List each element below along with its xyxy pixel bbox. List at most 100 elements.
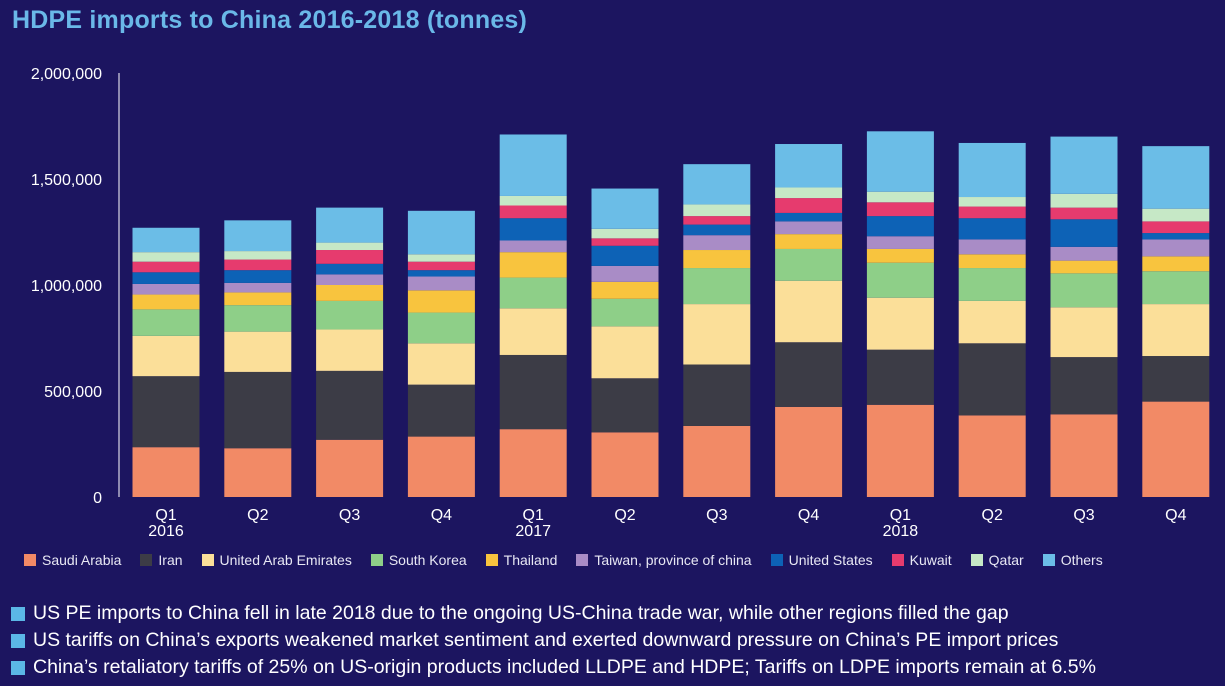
bar-segment	[1142, 146, 1210, 209]
bar-segment	[499, 308, 567, 355]
legend-swatch	[770, 554, 783, 566]
bar-segment	[316, 242, 384, 251]
bar-segment	[591, 432, 659, 497]
bar-segment	[775, 406, 843, 497]
y-tick-label: 0	[93, 490, 102, 507]
legend-swatch	[370, 554, 383, 566]
bar-segment	[591, 281, 659, 299]
bar-segment	[591, 228, 659, 239]
x-tick-label: Q3	[1073, 507, 1094, 524]
bullet-text: China’s retaliatory tariffs of 25% on US…	[33, 656, 1096, 678]
bar-segment	[958, 142, 1026, 198]
bar-segment	[1050, 260, 1118, 274]
bar-segment	[407, 276, 475, 291]
x-tick-label: Q2	[982, 507, 1003, 524]
bar-segment	[866, 404, 934, 497]
legend-item: United Arab Emirates	[201, 552, 352, 568]
legend-swatch	[576, 554, 589, 566]
legend-item: Others	[1042, 552, 1103, 568]
bar-segment	[407, 261, 475, 271]
x-tick-label: 2016	[148, 523, 184, 540]
stacked-bar-chart: 0500,0001,000,0001,500,0002,000,000Q1201…	[31, 66, 1210, 540]
legend-item: South Korea	[370, 552, 467, 568]
bar-segment	[316, 300, 384, 330]
legend-label: Kuwait	[909, 552, 952, 568]
bar-segment	[866, 262, 934, 298]
bar-segment	[1142, 356, 1210, 402]
bar-segment	[775, 198, 843, 213]
legend-swatch	[891, 554, 904, 566]
bar-segment	[866, 191, 934, 203]
x-tick-label: Q4	[1165, 507, 1186, 524]
chart-legend: Saudi Arabia Iran United Arab Emirates Sout…	[24, 552, 1122, 568]
legend-item: Taiwan, province of china	[576, 552, 752, 568]
legend-item: Thailand	[485, 552, 557, 568]
bar-segment	[958, 197, 1026, 207]
bar-segment	[683, 425, 751, 497]
bar-segment	[499, 429, 567, 497]
legend-item: Saudi Arabia	[24, 552, 121, 568]
bar-segment	[407, 270, 475, 277]
legend-label: United Arab Emirates	[219, 552, 352, 568]
legend-swatch	[140, 554, 153, 566]
bar-segment	[1050, 273, 1118, 308]
x-tick-label: Q4	[798, 507, 819, 524]
bar-segment	[224, 305, 292, 332]
bar-segment	[958, 343, 1026, 416]
bullet-list: US PE imports to China fell in late 2018…	[11, 600, 1096, 681]
bar-segment	[683, 364, 751, 426]
bar-segment	[1142, 239, 1210, 257]
bar-segment	[866, 248, 934, 263]
bar-segment	[683, 235, 751, 251]
bar-segment	[683, 250, 751, 269]
bar-segment	[775, 212, 843, 222]
bar-segment	[1050, 136, 1118, 194]
bar-segment	[958, 300, 1026, 344]
bar-segment	[1142, 256, 1210, 272]
bar-segment	[316, 370, 384, 440]
x-tick-label: Q1	[890, 507, 911, 524]
bar-segment	[1050, 193, 1118, 208]
x-tick-label: Q4	[431, 507, 452, 524]
bar-segment	[775, 280, 843, 343]
bar-segment	[499, 134, 567, 196]
legend-item: Iran	[140, 552, 183, 568]
x-tick-label: Q3	[706, 507, 727, 524]
bar-segment	[1050, 207, 1118, 220]
bar-segment	[866, 202, 934, 217]
bar-segment	[407, 210, 475, 255]
bullet-item: US tariffs on China’s exports weakened m…	[11, 627, 1096, 654]
bar-segment	[132, 309, 200, 336]
bar-segment	[958, 415, 1026, 497]
bar-segment	[1050, 357, 1118, 415]
bar-segment	[316, 274, 384, 285]
bar-segment	[683, 268, 751, 305]
bar-segment	[499, 205, 567, 219]
legend-swatch	[1042, 554, 1055, 566]
bar-segment	[866, 216, 934, 237]
bar-segment	[775, 342, 843, 407]
bar-segment	[683, 164, 751, 205]
bar-segment	[132, 227, 200, 253]
chart-title: HDPE imports to China 2016-2018 (tonnes)	[12, 6, 528, 34]
bar-segment	[132, 335, 200, 377]
bar-segment	[683, 204, 751, 217]
bar-segment	[1050, 219, 1118, 247]
x-tick-label: 2017	[515, 523, 551, 540]
bar-segment	[407, 290, 475, 313]
bar-segment	[683, 224, 751, 236]
bar-segment	[316, 439, 384, 497]
bar-segment	[224, 251, 292, 260]
bar-segment	[224, 282, 292, 293]
bar-segment	[407, 436, 475, 497]
bar-segment	[316, 250, 384, 264]
bar-segment	[316, 285, 384, 301]
bar-segment	[866, 236, 934, 249]
bar-segment	[775, 144, 843, 188]
bullet-item: China’s retaliatory tariffs of 25% on US…	[11, 654, 1096, 681]
bullet-text: US PE imports to China fell in late 2018…	[33, 602, 1009, 624]
bar-segment	[499, 240, 567, 253]
legend-label: Iran	[158, 552, 183, 568]
bar-segment	[132, 252, 200, 262]
legend-label: Taiwan, province of china	[594, 552, 752, 568]
